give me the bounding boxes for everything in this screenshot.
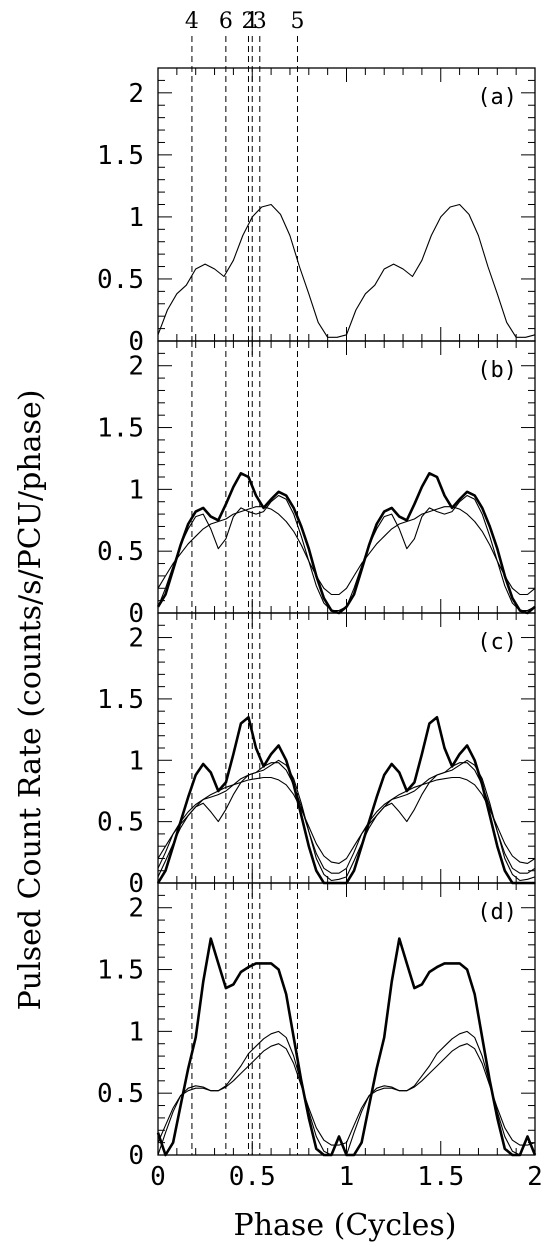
- panel-label: (d): [477, 900, 517, 925]
- series-line-4: [158, 778, 535, 864]
- y-tick-label: 1.5: [97, 956, 144, 986]
- y-tick-label: 0.5: [97, 1079, 144, 1109]
- x-tick-label: 2: [527, 1162, 543, 1192]
- panel-d: 0 0.5 1 1.5 2 (d): [97, 883, 535, 1171]
- reference-line-labels: 4 6 213 5: [185, 9, 305, 34]
- y-tick-label: 0.5: [97, 808, 144, 838]
- x-tick-label: 0: [150, 1162, 166, 1192]
- y-tick-label: 0.5: [97, 265, 144, 295]
- panel-b: 00.511.52 (b): [97, 341, 535, 629]
- reference-label-3: 3: [253, 9, 267, 34]
- y-tick-label: 1: [128, 1017, 144, 1047]
- y-tick-label: 1.5: [97, 141, 144, 171]
- panel-a: 00.511.52 (a): [97, 36, 535, 357]
- y-tick-label: 2: [128, 79, 144, 109]
- y-tick-label: 1: [128, 203, 144, 233]
- reference-label-5: 5: [290, 9, 304, 34]
- y-tick-label: 2: [128, 894, 144, 924]
- y-tick-label: 0.5: [97, 537, 144, 567]
- y-tick-label: 1: [128, 475, 144, 505]
- x-tick-label: 1: [339, 1162, 355, 1192]
- series-line-3: [158, 1044, 535, 1145]
- y-tick-label: 1.5: [97, 414, 144, 444]
- series-line-1: [158, 205, 535, 338]
- x-axis-label: Phase (Cycles): [234, 1208, 457, 1243]
- y-tick-label: 2: [128, 352, 144, 382]
- y-axis-label: Pulsed Count Rate (counts/s/PCU/phase): [13, 390, 48, 1011]
- y-tick-label: 1: [128, 746, 144, 776]
- panel-label: (b): [477, 358, 517, 383]
- panel-label: (a): [477, 85, 517, 110]
- y-tick-label: 2: [128, 624, 144, 654]
- panel-c: 00.511.52 (c): [97, 613, 535, 899]
- series-line-2: [158, 496, 535, 611]
- y-tick-label: 0: [128, 1141, 144, 1171]
- x-tick-label: 0.5: [229, 1162, 276, 1192]
- reference-label-4: 4: [185, 9, 199, 34]
- y-tick-label: 1.5: [97, 685, 144, 715]
- panel-label: (c): [477, 630, 517, 655]
- x-tick-label: 1.5: [417, 1162, 464, 1192]
- series-line-2: [158, 1031, 535, 1155]
- reference-label-6: 6: [219, 9, 233, 34]
- series-line-1: [158, 473, 535, 613]
- panels: 00.511.52 (a)00.511.52 (b)00.511.52 (c)00.5…: [97, 36, 543, 1192]
